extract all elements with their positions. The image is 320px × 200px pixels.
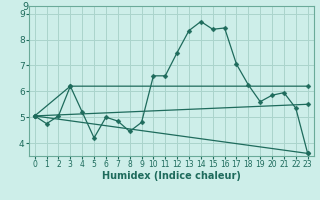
Text: 9: 9	[23, 2, 29, 12]
X-axis label: Humidex (Indice chaleur): Humidex (Indice chaleur)	[102, 171, 241, 181]
